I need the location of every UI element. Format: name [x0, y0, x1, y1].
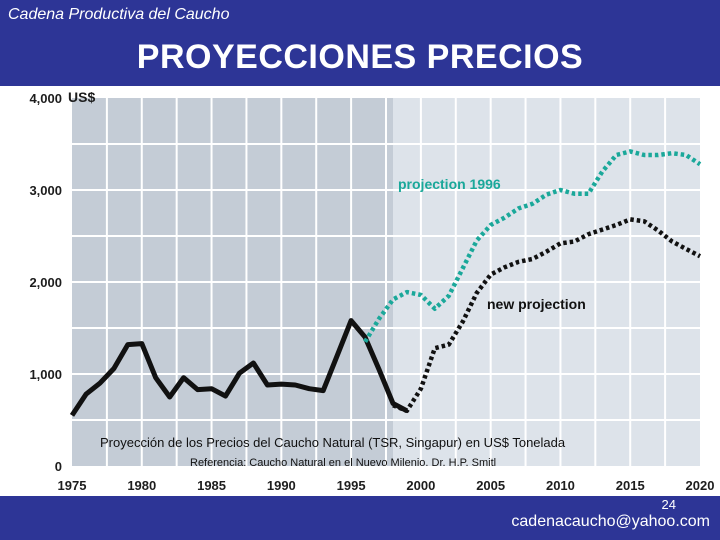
footer-email: cadenacaucho@yahoo.com [511, 513, 710, 530]
series-projection-1996-line [363, 149, 702, 343]
x-tick-label: 2005 [476, 478, 505, 493]
y-tick-label: 0 [55, 459, 62, 474]
annotation-new-projection: new projection [487, 296, 586, 312]
header-text: Cadena Productiva del Caucho [8, 6, 230, 23]
slide-title: PROYECCIONES PRECIOS [136, 38, 584, 76]
x-tick-label: 1995 [337, 478, 366, 493]
x-tick-label: 1990 [267, 478, 296, 493]
x-tick-label: 2010 [546, 478, 575, 493]
caption-line-1: Proyección de los Precios del Caucho Nat… [100, 435, 566, 450]
x-tick-label: 2015 [616, 478, 645, 493]
series-lines [69, 149, 702, 417]
series-new-projection-line [392, 217, 702, 414]
caption-line-2: Referencia: Caucho Natural en el Nuevo M… [190, 457, 496, 469]
y-tick-label: 1,000 [29, 367, 62, 382]
y-axis-label: US$ [68, 89, 95, 105]
x-tick-label: 1975 [58, 478, 87, 493]
series-historical-line [69, 318, 409, 417]
x-tick-label: 1985 [197, 478, 226, 493]
x-tick-label: 2020 [686, 478, 715, 493]
y-tick-label: 2,000 [29, 275, 62, 290]
page-number: 24 [661, 497, 676, 512]
annotation-projection-1996: projection 1996 [398, 176, 501, 192]
y-axis-ticks: 0 1,000 2,000 3,000 4,000 [29, 91, 62, 474]
x-axis-ticks: 1975 1980 1985 1990 1995 2000 2005 2010 2015 2020 [58, 478, 715, 493]
x-tick-label: 2000 [406, 478, 435, 493]
y-tick-label: 3,000 [29, 183, 62, 198]
y-tick-label: 4,000 [29, 91, 62, 106]
grid-lines [72, 98, 700, 466]
x-tick-label: 1980 [127, 478, 156, 493]
